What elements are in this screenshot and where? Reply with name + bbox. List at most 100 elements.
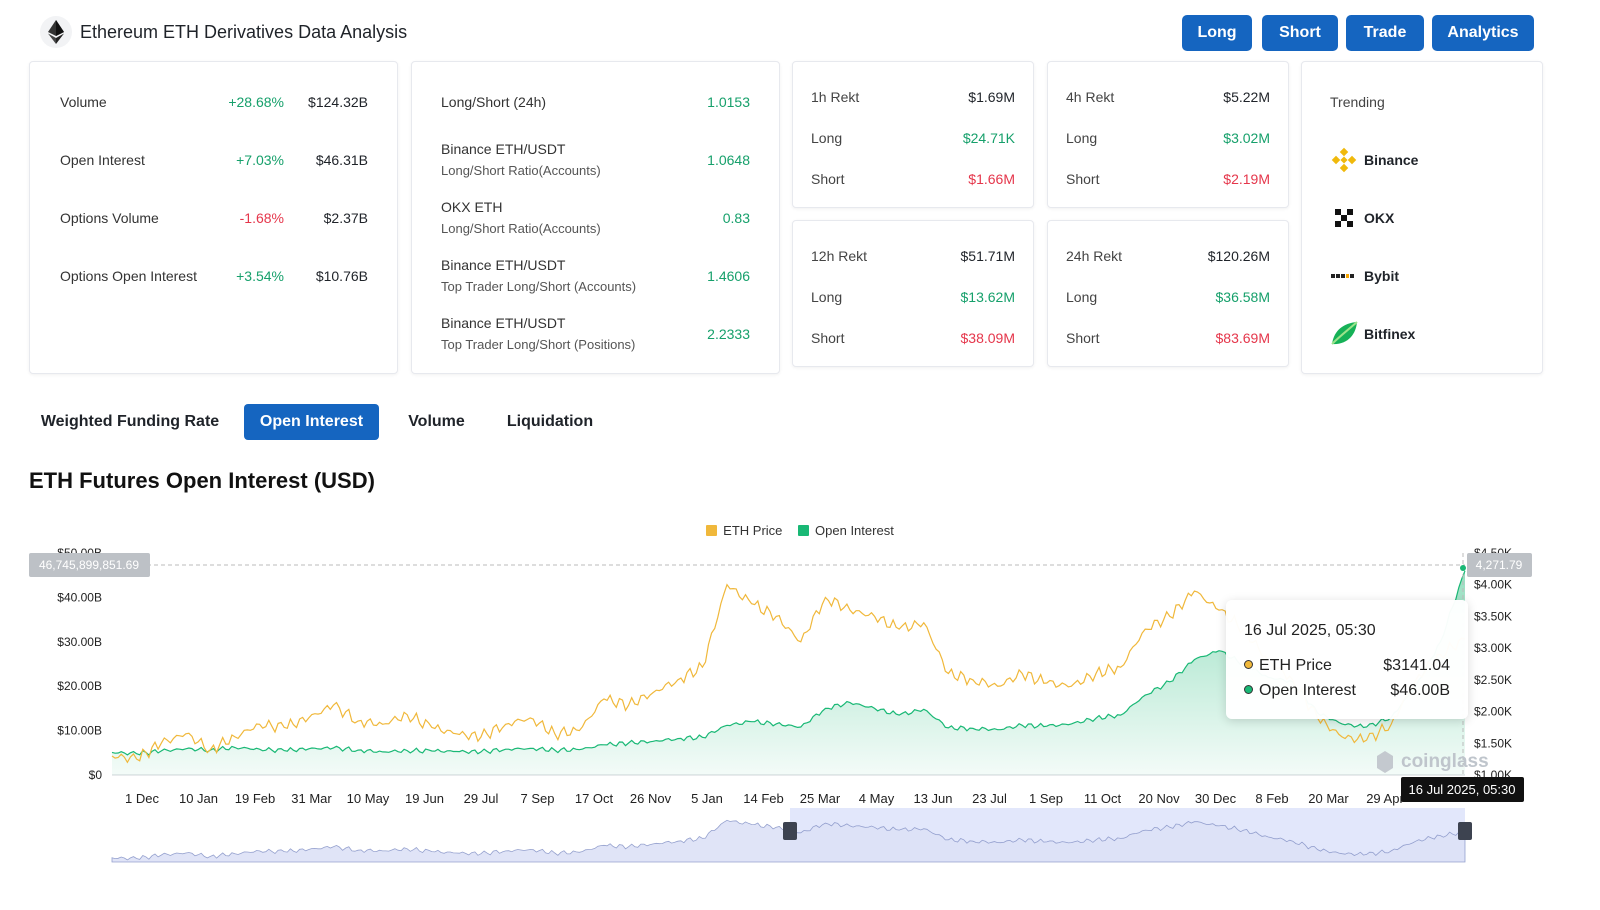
- legend-label: ETH Price: [723, 523, 783, 538]
- rekt-title: 4h Rekt: [1066, 89, 1115, 105]
- x-tick-label: 10 May: [347, 791, 390, 806]
- x-tick-label: 29 Jul: [464, 791, 499, 806]
- ratio-sublabel: Long/Short Ratio(Accounts): [441, 163, 601, 178]
- x-tick-label: 20 Nov: [1138, 791, 1180, 806]
- tab-open-interest[interactable]: Open Interest: [244, 404, 379, 440]
- x-tick-label: 14 Feb: [743, 791, 783, 806]
- page-title: Ethereum ETH Derivatives Data Analysis: [80, 22, 408, 42]
- ratio-label: Binance ETH/USDT: [441, 315, 566, 331]
- legend-label: Open Interest: [815, 523, 894, 538]
- rekt-card-12h: 12h Rekt $51.71M Long $13.62M Short $38.09M: [792, 220, 1034, 367]
- tooltip-date: 16 Jul 2025, 05:30: [1244, 622, 1376, 639]
- ratio-label: OKX ETH: [441, 199, 503, 215]
- trending-item-label: Binance: [1364, 152, 1419, 168]
- y-left-tick-label: $10.00B: [57, 724, 102, 738]
- crosshair-right-label: 4,271.79: [1476, 558, 1523, 572]
- rekt-total: $51.71M: [960, 248, 1015, 264]
- trending-title: Trending: [1330, 94, 1385, 110]
- binance-icon: [1330, 146, 1358, 174]
- legend-swatch: [798, 525, 810, 536]
- ratio-value: 1.4606: [707, 268, 750, 284]
- tooltip-row-eth-price: ETH Price $3141.04: [1244, 657, 1450, 675]
- ethereum-logo-icon: [40, 16, 72, 48]
- ratio-value: 1.0648: [707, 152, 750, 168]
- rekt-short-value: $1.66M: [968, 171, 1015, 187]
- rekt-short-value: $83.69M: [1215, 330, 1270, 346]
- tooltip-row-open-interest: Open Interest $46.00B: [1244, 682, 1450, 700]
- x-tick-label: 29 Apr: [1366, 791, 1404, 806]
- crosshair-left-label: 46,745,899,851.69: [39, 558, 139, 572]
- rekt-short-label: Short: [811, 171, 845, 187]
- open-interest-point-marker: [1460, 565, 1466, 571]
- rekt-long-label: Long: [811, 289, 843, 305]
- trending-item-bybit[interactable]: Bybit: [1330, 262, 1399, 290]
- crosshair-left-label-bg: [29, 553, 150, 577]
- trending-item-bitfinex[interactable]: Bitfinex: [1330, 320, 1415, 348]
- y-left-tick-label: $40.00B: [57, 590, 102, 604]
- rekt-long-value: $36.58M: [1215, 289, 1270, 305]
- x-tick-label: 4 May: [859, 791, 895, 806]
- rekt-card-1h: 1h Rekt $1.69M Long $24.71K Short $1.66M: [792, 61, 1034, 208]
- trending-item-okx[interactable]: OKX: [1330, 204, 1394, 232]
- x-tick-label: 1 Sep: [1029, 791, 1063, 806]
- tab-weighted-funding-rate[interactable]: Weighted Funding Rate: [40, 413, 220, 430]
- market-value: $124.32B: [308, 94, 368, 110]
- y-left-tick-label: $50.00B: [57, 546, 102, 560]
- long-button[interactable]: Long: [1182, 15, 1252, 51]
- trending-item-label: Bybit: [1364, 268, 1399, 284]
- rekt-title: 24h Rekt: [1066, 248, 1123, 264]
- short-button[interactable]: Short: [1262, 15, 1338, 51]
- rekt-title: 1h Rekt: [811, 89, 860, 105]
- ratio-label: Long/Short (24h): [441, 94, 547, 110]
- rekt-card-4h: 4h Rekt $5.22M Long $3.02M Short $2.19M: [1047, 61, 1289, 208]
- y-right-tick-label: $2.50K: [1474, 673, 1512, 687]
- y-left-tick-label: $30.00B: [57, 635, 102, 649]
- tooltip-value: $46.00B: [1390, 682, 1450, 699]
- x-tick-label: 23 Jul: [972, 791, 1007, 806]
- navigator-selected-range: [790, 808, 1465, 862]
- ratio-label: Binance ETH/USDT: [441, 257, 566, 273]
- ratio-sublabel: Top Trader Long/Short (Positions): [441, 337, 636, 352]
- x-tick-label: 8 Feb: [1255, 791, 1288, 806]
- navigator-handle-left: [783, 822, 797, 840]
- y-right-tick-label: $1.50K: [1474, 736, 1512, 750]
- tooltip-dot: [1244, 685, 1253, 694]
- long-short-ratios-card: Long/Short (24h) 1.0153 Binance ETH/USDT…: [411, 61, 780, 374]
- y-left-tick-label: $0: [89, 768, 103, 782]
- analytics-button[interactable]: Analytics: [1432, 15, 1534, 51]
- market-label: Options Volume: [60, 210, 159, 226]
- y-right-tick-label: $4.50K: [1474, 546, 1512, 560]
- ratio-value: 0.83: [722, 210, 750, 226]
- okx-icon: [1330, 204, 1358, 232]
- ratio-sublabel: Long/Short Ratio(Accounts): [441, 221, 601, 236]
- rekt-long-label: Long: [811, 130, 843, 146]
- legend-item-eth-price[interactable]: ETH Price: [706, 523, 782, 538]
- legend-item-open-interest[interactable]: Open Interest: [798, 523, 894, 538]
- x-tick-label: 5 Jan: [691, 791, 723, 806]
- x-tick-label: 13 Jun: [913, 791, 952, 806]
- rekt-short-value: $38.09M: [960, 330, 1015, 346]
- ratio-value: 2.2333: [707, 326, 750, 342]
- header: Ethereum ETH Derivatives Data Analysis L…: [0, 0, 1600, 62]
- x-tick-label: 31 Mar: [291, 791, 332, 806]
- trade-button[interactable]: Trade: [1346, 15, 1424, 51]
- tooltip-label: Open Interest: [1259, 682, 1356, 699]
- chart-legend: ETH Price Open Interest: [0, 523, 1600, 538]
- tab-volume[interactable]: Volume: [408, 413, 465, 430]
- tooltip-value: $3141.04: [1383, 657, 1450, 674]
- market-stats-card: Volume +28.68% $124.32B Open Interest +7…: [29, 61, 398, 374]
- rekt-card-24h: 24h Rekt $120.26M Long $36.58M Short $83.69…: [1047, 220, 1289, 367]
- rekt-total: $1.69M: [968, 89, 1015, 105]
- trending-item-label: OKX: [1364, 210, 1395, 226]
- tab-liquidation[interactable]: Liquidation: [506, 413, 594, 430]
- coinglass-logo-icon: [1377, 751, 1393, 773]
- crosshair-x-label: 16 Jul 2025, 05:30: [1409, 782, 1516, 797]
- x-tick-label: 11 Oct: [1084, 791, 1122, 806]
- market-change: +7.03%: [236, 152, 284, 168]
- y-left-tick-label: $20.00B: [57, 679, 102, 693]
- trending-item-binance[interactable]: Binance: [1330, 146, 1418, 174]
- ratio-label: Binance ETH/USDT: [441, 141, 566, 157]
- bybit-icon: [1330, 262, 1358, 290]
- x-tick-label: 1 Dec: [125, 791, 159, 806]
- rekt-short-label: Short: [1066, 330, 1100, 346]
